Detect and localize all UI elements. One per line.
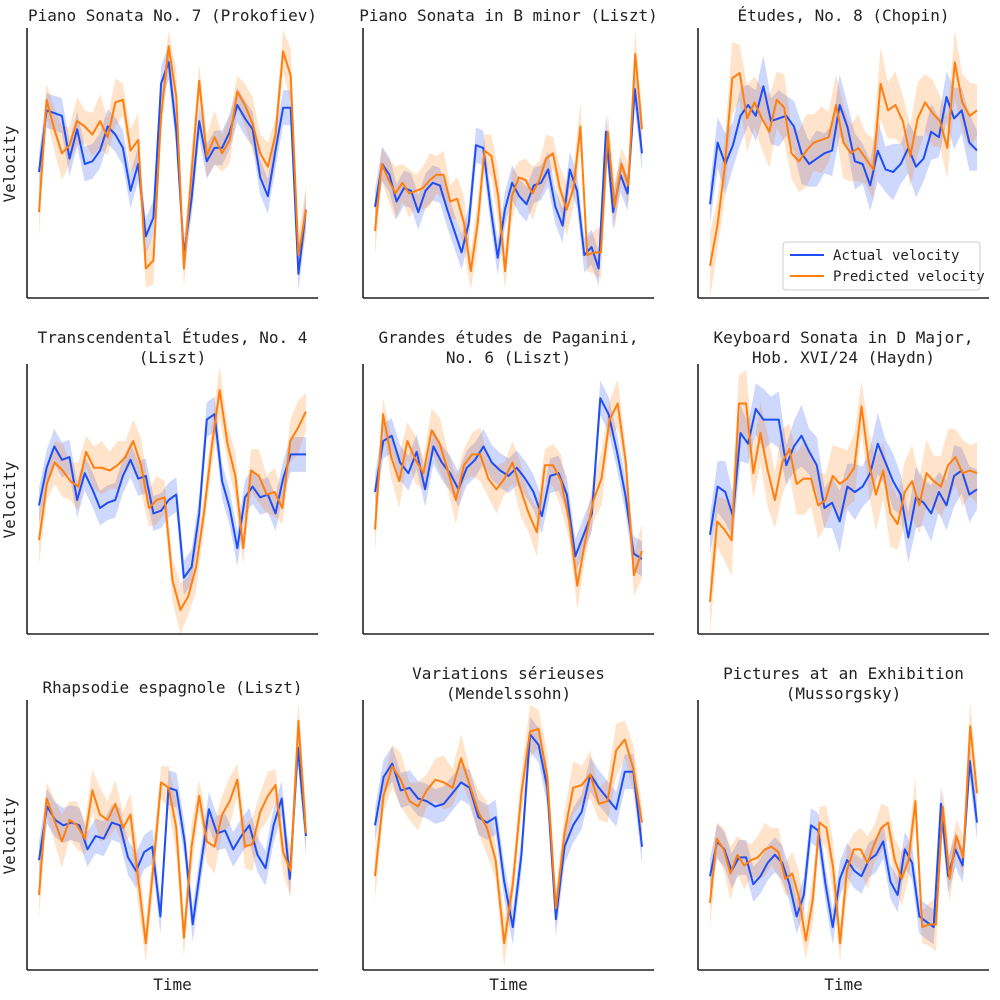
panel-title: (Mussorgsky) [786, 684, 902, 703]
panel-8: Variations sérieuses(Mendelssohn) Time [362, 664, 654, 994]
series-predicted-line-3 [709, 61, 978, 266]
panel-title: Piano Sonata in B minor (Liszt) [359, 6, 658, 25]
series-actual-line-6 [709, 407, 978, 539]
legend-label-actual: Actual velocity [833, 248, 959, 264]
y-axis-label: Velocity [0, 125, 19, 202]
series-actual-line-2 [374, 88, 643, 270]
confidence-band-predicted-7 [39, 702, 306, 962]
x-axis-label: Time [489, 975, 528, 994]
panel-title: Transcendental Études, No. 4 [38, 328, 308, 347]
confidence-band-predicted-3 [710, 30, 977, 298]
series-predicted-line-1 [38, 45, 307, 270]
series-actual-line-9 [709, 760, 978, 929]
panel-title: Pictures at an Exhibition [723, 664, 964, 683]
series-actual-line-1 [38, 61, 307, 275]
panel-6: Keyboard Sonata in D Major,Hob. XVI/24 (… [697, 328, 989, 635]
x-axis-label: Time [824, 975, 863, 994]
legend-label-predicted: Predicted velocity [833, 269, 985, 285]
series-predicted-line-2 [374, 53, 643, 273]
series-predicted-line-7 [38, 719, 307, 945]
panel-title: Études, No. 8 (Chopin) [738, 6, 950, 25]
confidence-band-actual-5 [375, 380, 642, 577]
series-predicted-line-8 [374, 727, 643, 945]
panel-5: Grandes études de Paganini,No. 6 (Liszt) [362, 328, 654, 635]
panel-9: Pictures at an Exhibition(Mussorgsky) Tim… [697, 664, 989, 994]
y-axis-label: Velocity [0, 461, 19, 538]
x-axis-label: Time [153, 975, 192, 994]
panel-title: Hob. XVI/24 (Haydn) [752, 348, 935, 367]
panel-1: Piano Sonata No. 7 (Prokofiev) Velocity [0, 6, 318, 299]
series-predicted-line-5 [374, 402, 643, 587]
panel-title: Grandes études de Paganini, [378, 328, 638, 347]
y-axis-label: Velocity [0, 797, 19, 874]
confidence-band-actual-8 [375, 716, 642, 945]
series-predicted-line-4 [38, 389, 307, 611]
panel-title: Keyboard Sonata in D Major, [713, 328, 973, 347]
panels-group: Piano Sonata No. 7 (Prokofiev)VelocityPi… [0, 6, 989, 994]
confidence-band-predicted-8 [375, 704, 642, 968]
confidence-band-actual-6 [710, 383, 977, 563]
panel-3: Études, No. 8 (Chopin) [697, 6, 989, 299]
confidence-band-actual-1 [39, 44, 306, 292]
panel-7: Rhapsodie espagnole (Liszt) Velocity Time [0, 678, 318, 994]
series-predicted-line-9 [709, 725, 978, 945]
panel-title: Rhapsodie espagnole (Liszt) [42, 678, 302, 697]
panel-title: (Mendelssohn) [446, 684, 571, 703]
panel-title: (Liszt) [139, 348, 206, 367]
panel-title: No. 6 (Liszt) [446, 348, 571, 367]
series-actual-line-8 [374, 733, 643, 929]
confidence-band-actual-4 [39, 396, 306, 596]
series-actual-line-5 [374, 397, 643, 560]
panel-4: Transcendental Études, No. 4(Liszt) Veloc… [0, 328, 318, 635]
confidence-band-actual-2 [375, 71, 642, 286]
legend: Actual velocity Predicted velocity [782, 241, 985, 291]
panel-title: Piano Sonata No. 7 (Prokofiev) [28, 6, 317, 25]
legend-frame [782, 241, 981, 291]
series-actual-line-4 [38, 413, 306, 579]
series-predicted-line-6 [709, 402, 978, 602]
panel-2: Piano Sonata in B minor (Liszt) [359, 6, 658, 299]
panel-title: Variations sérieuses [412, 664, 605, 683]
series-actual-line-3 [709, 85, 978, 205]
